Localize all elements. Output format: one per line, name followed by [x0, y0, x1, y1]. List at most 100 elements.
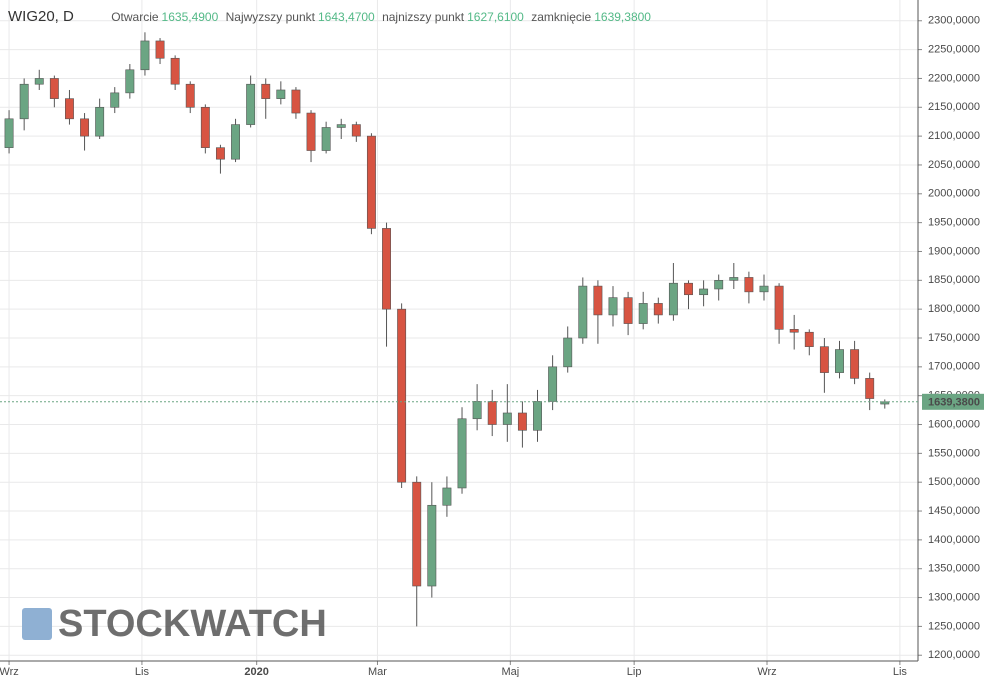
candle-body	[563, 337, 573, 368]
candle-body	[231, 124, 240, 160]
candle-body	[155, 40, 165, 59]
candle-body	[442, 487, 452, 506]
ohlc-label: zamknięcie	[531, 10, 592, 24]
y-tick-label: 1900,0000	[928, 245, 980, 257]
candle-body	[850, 349, 860, 379]
candle-body	[291, 89, 301, 114]
y-tick-label: 1950,0000	[928, 217, 980, 229]
candle-body	[397, 308, 407, 483]
y-tick-label: 2050,0000	[928, 159, 980, 171]
x-tick-label: Lip	[627, 666, 642, 677]
last-price-badge	[922, 393, 984, 410]
candle-body	[170, 57, 180, 85]
watermark-icon	[22, 608, 52, 640]
candle-body	[517, 412, 527, 431]
candle-body	[548, 366, 558, 402]
candle-body	[774, 285, 784, 330]
candle-body	[80, 118, 90, 137]
candle-body	[306, 112, 316, 151]
candle-body	[215, 147, 225, 160]
candle-body	[457, 418, 467, 489]
y-tick-label: 1200,0000	[928, 649, 980, 661]
candle-body	[65, 98, 74, 120]
candle-body	[95, 106, 105, 137]
y-tick-label: 1600,0000	[928, 418, 980, 430]
candle-body	[261, 83, 271, 99]
candle-body	[246, 83, 256, 125]
ohlc-value: 1635,4900	[161, 10, 219, 24]
ohlc-label: najnizszy punkt	[382, 10, 465, 24]
candle-body	[502, 412, 512, 425]
y-tick-label: 1400,0000	[928, 534, 980, 546]
candle-body	[366, 135, 376, 229]
y-tick-label: 1300,0000	[928, 591, 980, 603]
candle-body	[4, 118, 14, 148]
candle-body	[19, 83, 29, 120]
ohlc-value: 1643,4700	[318, 10, 375, 24]
candle-body	[200, 106, 210, 148]
candle-body	[472, 401, 482, 420]
candle-body	[638, 303, 648, 324]
candle-body	[744, 277, 754, 293]
candle-body	[819, 346, 829, 373]
y-tick-label: 2150,0000	[928, 101, 980, 113]
ohlc-label: Najwyzszy punkt	[225, 10, 315, 24]
candle-body	[804, 331, 814, 347]
y-tick-label: 1250,0000	[928, 620, 980, 632]
candle-body	[336, 124, 346, 128]
candle-body	[125, 69, 135, 94]
candle-body	[140, 40, 150, 71]
watermark: STOCKWATCH	[58, 603, 327, 645]
candle-body	[321, 127, 331, 151]
y-tick-label: 1550,0000	[928, 447, 980, 459]
y-tick-label: 1350,0000	[928, 563, 980, 575]
y-tick-label: 2300,0000	[928, 15, 980, 27]
candle-body	[699, 288, 709, 296]
candle-body	[835, 349, 844, 373]
candle-body	[412, 481, 422, 587]
candle-body	[185, 83, 195, 108]
y-tick-label: 2000,0000	[928, 188, 980, 200]
candle-body	[49, 78, 59, 99]
x-tick-label: Wrz	[0, 666, 19, 677]
candle-body	[110, 92, 120, 108]
candle-body	[653, 303, 663, 316]
x-tick-label: Wrz	[757, 666, 776, 677]
x-tick-label: Lis	[893, 666, 908, 677]
y-tick-label: 2100,0000	[928, 130, 980, 142]
y-tick-label: 1750,0000	[928, 332, 980, 344]
y-tick-label: 2200,0000	[928, 72, 980, 84]
legend-header: WIG20, D Otwarcie 1635,4900 Najwyzszy pun…	[8, 8, 655, 25]
x-tick-label: Lis	[135, 666, 150, 677]
candle-body	[684, 282, 693, 296]
candle-body	[668, 282, 678, 316]
ohlc-label: Otwarcie	[111, 10, 159, 24]
candle-body	[593, 285, 603, 316]
candle-body	[382, 228, 391, 310]
candle-body	[714, 280, 724, 290]
x-tick-label: Maj	[501, 666, 519, 677]
candle-body	[623, 297, 633, 324]
candle-body	[533, 401, 542, 431]
chart-title: WIG20, D	[8, 8, 74, 25]
ohlc-value: 1627,6100	[467, 10, 524, 24]
candle-body	[729, 277, 739, 281]
candle-body	[34, 78, 44, 85]
y-tick-label: 1850,0000	[928, 274, 980, 286]
y-tick-label: 1450,0000	[928, 505, 980, 517]
candle-body	[351, 124, 361, 137]
candle-body	[578, 285, 588, 339]
ohlc-value: 1639,3800	[594, 10, 651, 24]
candle-body	[487, 401, 497, 425]
x-tick-label: 2020	[244, 666, 268, 677]
last-price-label: 1639,3800	[928, 397, 980, 409]
candle-body	[276, 89, 286, 99]
candle-body	[759, 285, 769, 293]
candle-body	[427, 504, 437, 587]
candle-body	[608, 297, 618, 316]
y-tick-label: 1500,0000	[928, 476, 980, 488]
y-tick-label: 2250,0000	[928, 44, 980, 56]
x-tick-label: Mar	[368, 666, 387, 677]
